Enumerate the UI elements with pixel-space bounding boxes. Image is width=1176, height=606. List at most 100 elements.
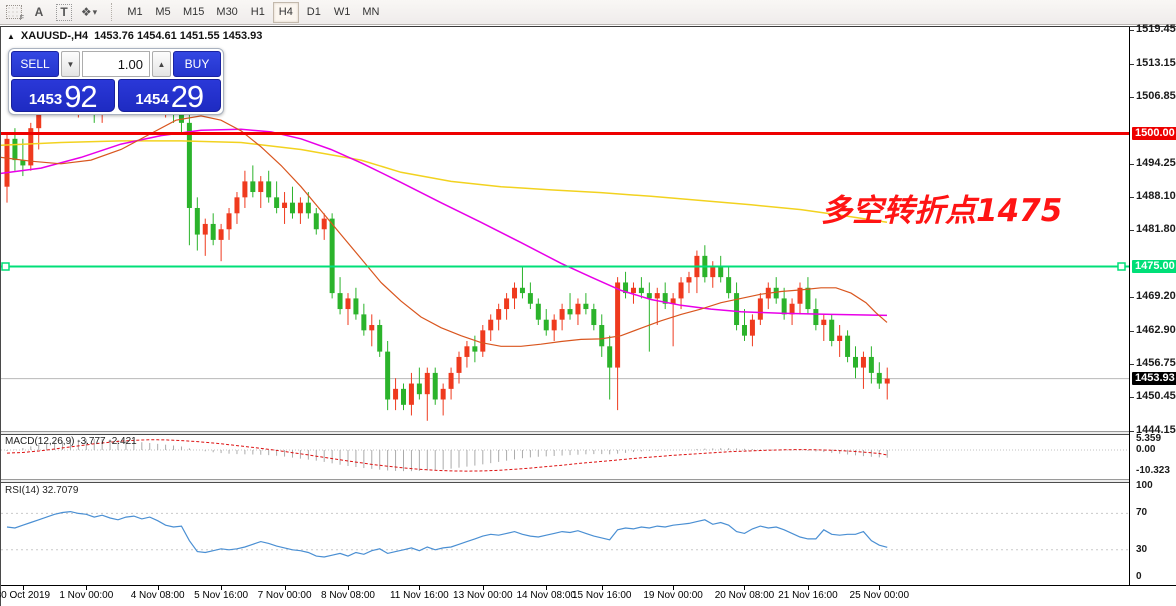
volume-input[interactable] [82,51,150,77]
timeframe-m1[interactable]: M1 [122,2,148,23]
timeframe-d1[interactable]: D1 [301,2,327,23]
collapse-arrow-icon[interactable]: ▲ [7,31,15,41]
ma-mid-magenta-line[interactable] [1,128,888,317]
timeframe-h4[interactable]: H4 [272,1,299,23]
price-axis-label: 1444.15 [1136,423,1176,436]
sell-button[interactable]: SELL [11,51,59,77]
time-axis[interactable]: 30 Oct 2019 1 Nov 00:00 4 Nov 08:00 5 Nov 1… [0,585,1176,606]
price-axis-label: 1519.45 [1136,23,1176,36]
text-label-tool-icon[interactable]: T [53,2,75,22]
ma-fast-orange-line[interactable] [1,115,888,347]
time-axis-tick [347,586,349,590]
rsi-axis-label: 30 [1136,543,1148,555]
chart-text-annotation[interactable]: 多空转折点1475 [821,193,1063,229]
price-axis-label: 1488.10 [1136,189,1176,202]
timeframe-m5[interactable]: M5 [150,2,176,23]
price-axis-label: 1456.75 [1136,356,1176,369]
rsi-line [6,510,888,558]
sell-price-small: 1453 [28,91,63,108]
macd-indicator-panel[interactable] [1,435,1129,479]
price-axis-label: 1494.25 [1136,157,1176,170]
price-axis-tick [1130,63,1134,65]
hline-marker [1,262,10,271]
rsi-panel-splitter[interactable] [1,479,1176,483]
time-axis-tick [744,586,746,590]
macd-label: MACD(12,26,9) -3.777 -2.421 [5,436,137,447]
time-axis-label: 14 Nov 08:00 [516,590,576,601]
chevron-down-icon: ▾ [92,6,98,17]
rsi-axis-label: 100 [1136,480,1153,492]
time-axis-tick [807,586,809,590]
price-axis-label: 1475.00 [1132,259,1176,273]
time-axis-tick [86,586,88,590]
time-axis-label: 5 Nov 16:00 [194,590,249,601]
price-axis-label: 1481.80 [1136,223,1176,236]
price-axis-label: 1513.15 [1136,56,1176,69]
time-axis-label: 15 Nov 16:00 [572,590,632,601]
macd-axis-label: -10.323 [1136,465,1170,477]
timeframe-w1[interactable]: W1 [329,2,356,23]
volume-decrease-button[interactable]: ▼ [61,51,80,77]
dotted-grid-icon [6,5,22,19]
time-axis-label: 11 Nov 16:00 [389,590,449,601]
price-axis-tick [1130,164,1134,166]
timeframe-h1[interactable]: H1 [245,2,271,23]
macd-signal-line [6,439,888,472]
price-axis-tick [1130,363,1134,365]
time-axis-tick [673,586,675,590]
buy-price-display[interactable]: 1454 29 [117,79,221,112]
chart-title: ▲ XAUUSD-,H4 1453.76 1454.61 1451.55 145… [7,30,262,42]
symbol-period-label: XAUUSD-,H4 [20,30,89,42]
time-axis-label: 21 Nov 16:00 [778,590,838,601]
sell-price-display[interactable]: 1453 92 [11,79,115,112]
font-grid-tool-icon[interactable]: F [3,2,25,22]
arrow-tool-icon[interactable]: A [34,5,44,19]
price-axis-tick [1130,297,1134,299]
time-axis-tick [419,586,421,590]
macd-axis-label: 0.00 [1136,444,1156,455]
price-axis-tick [1130,30,1134,32]
chart-window: 1519.45 1513.15 1506.85 1494.25 1488.10 1481.… [0,23,1176,606]
volume-increase-button[interactable]: ▲ [152,51,171,77]
time-axis-label: 20 Nov 08:00 [714,590,775,601]
price-axis[interactable]: 1519.45 1513.15 1506.85 1494.25 1488.10 1481.… [1130,23,1176,585]
rsi-indicator-panel[interactable] [1,483,1129,585]
timeframe-m15[interactable]: M15 [178,2,209,23]
time-axis-tick [879,586,881,590]
time-axis-label: 25 Nov 00:00 [849,590,910,601]
time-axis-tick [482,586,484,590]
macd-panel-splitter[interactable] [1,431,1176,435]
style-tool-icon[interactable]: ❖ ▾ [80,5,98,19]
time-axis-tick [284,586,286,590]
price-axis-label: 1462.90 [1136,323,1176,336]
time-axis-label: 13 Nov 00:00 [453,590,513,601]
sell-price-big: 92 [64,79,97,112]
price-axis-label: 1469.20 [1136,290,1176,303]
buy-price-small: 1454 [135,91,169,108]
toolbar-separator [111,3,116,21]
macd-axis-label: 5.359 [1136,433,1162,444]
ma-slow-yellow-line[interactable] [1,140,888,224]
price-axis-label: 1500.00 [1132,126,1176,140]
timeframe-mn[interactable]: MN [357,2,384,23]
hline-marker [1117,262,1126,271]
rsi-axis-label: 70 [1136,507,1148,519]
time-axis-tick [221,586,223,590]
price-axis-border [1129,27,1130,585]
buy-price-big: 29 [170,79,204,112]
time-axis-label: 7 Nov 00:00 [257,590,312,601]
timeframe-m30[interactable]: M30 [211,2,242,23]
time-axis-label: 8 Nov 08:00 [321,590,375,601]
price-axis-tick [1130,330,1134,332]
buy-button[interactable]: BUY [173,51,221,77]
toolbar: F A T ❖ ▾ M1 M5 M15 M30 H1 H4 D1 W1 MN [0,0,1176,25]
time-axis-label: 30 Oct 2019 [0,590,51,601]
one-click-trading-panel: SELL ▼ ▲ BUY 1453 92 1454 29 [8,48,224,115]
rsi-axis-label: 0 [1136,571,1142,582]
time-axis-label: 4 Nov 08:00 [130,590,185,601]
time-axis-tick [601,586,603,590]
time-axis-tick [546,586,548,590]
macd-histogram [6,439,888,472]
ohlc-values: 1453.76 1454.61 1451.55 1453.93 [94,30,263,42]
